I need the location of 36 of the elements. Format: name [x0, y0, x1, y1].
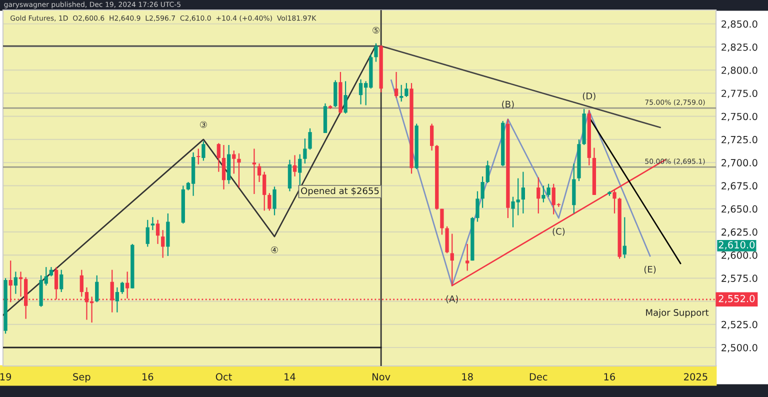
y-tick-label: 2,650.0 — [722, 205, 758, 214]
annotation: Major Support — [646, 308, 709, 318]
x-tick-label: Oct — [216, 373, 232, 380]
x-tick-label: 19 — [0, 373, 12, 380]
x-tick-label: Nov — [372, 373, 390, 380]
y-tick-label: 2,525.0 — [722, 320, 758, 330]
annotation: Opened at $2655 — [301, 187, 379, 196]
x-tick-label: 14 — [284, 373, 296, 380]
text: 2,610.0 — [718, 241, 755, 250]
annotation: (A) — [446, 295, 458, 304]
y-tick-label: 2,800.0 — [722, 66, 758, 75]
annotation: (D) — [582, 92, 596, 100]
x-tick-label: Sep — [73, 373, 90, 382]
annotation: ⑤ — [372, 26, 380, 34]
y-tick-label: 2,850.0 — [722, 20, 758, 29]
y-tick-label: 2,725.0 — [722, 136, 758, 144]
y-tick-label: 2,675.0 — [722, 182, 758, 191]
x-tick-label: Dec — [530, 373, 548, 380]
annotation: (E) — [644, 266, 656, 274]
x-tick-label: 16 — [142, 373, 154, 380]
annotation: (C) — [552, 228, 565, 236]
annotation: ③ — [200, 121, 207, 128]
x-tick-label: 18 — [462, 373, 473, 380]
x-tick-label: 16 — [604, 373, 616, 380]
y-tick-label: 2,750.0 — [722, 112, 758, 122]
annotation: (B) — [502, 100, 514, 109]
y-tick-label: 2,600.0 — [722, 252, 758, 260]
y-tick-label: 2,625.0 — [722, 228, 758, 237]
y-tick-label: 2,700.0 — [722, 159, 758, 168]
ref-line-label: 2,552.0 — [718, 294, 755, 304]
x-tick-label: 2025 — [684, 373, 708, 380]
y-tick-label: 2,825.0 — [722, 43, 758, 52]
annotation: ④ — [271, 246, 278, 254]
y-tick-label: 2,500.0 — [722, 344, 758, 352]
y-tick-label: 2,575.0 — [722, 274, 758, 283]
y-tick-label: 2,775.0 — [722, 90, 758, 98]
